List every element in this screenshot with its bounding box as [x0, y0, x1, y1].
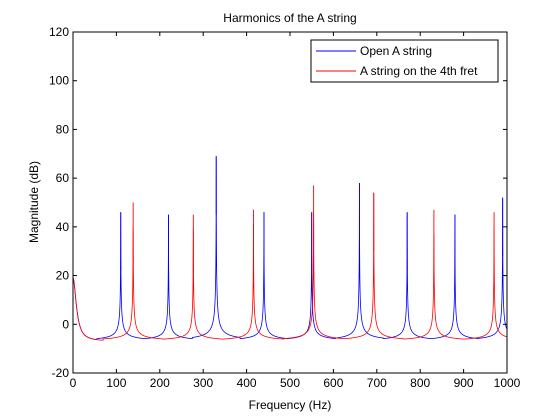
- y-tick-label: 60: [56, 171, 70, 185]
- x-tick-label: 1000: [494, 376, 521, 390]
- x-tick-label: 200: [150, 376, 170, 390]
- y-tick-label: -20: [52, 366, 70, 380]
- x-tick-label: 100: [106, 376, 126, 390]
- series-layer: [72, 156, 508, 341]
- legend: Open A string A string on the 4th fret: [310, 39, 499, 83]
- x-axis-label: Frequency (Hz): [249, 398, 332, 412]
- plot-area: [73, 32, 507, 373]
- y-tick-label: 20: [56, 269, 70, 283]
- y-tick-label: 80: [56, 122, 70, 136]
- y-tick-label: 40: [56, 220, 70, 234]
- y-tick-label: 0: [62, 317, 69, 331]
- series-line-1: [72, 192, 508, 341]
- chart-title: Harmonics of the A string: [223, 11, 356, 25]
- legend-label-4th-fret: A string on the 4th fret: [360, 64, 478, 78]
- x-tick-label: 400: [237, 376, 257, 390]
- x-tick-label: 700: [367, 376, 387, 390]
- x-tick-label: 0: [70, 376, 77, 390]
- legend-label-open-a: Open A string: [360, 44, 432, 58]
- x-tick-label: 300: [193, 376, 213, 390]
- x-tick-label: 500: [280, 376, 300, 390]
- x-tick-label: 800: [410, 376, 430, 390]
- y-tick-label: 100: [49, 74, 69, 88]
- x-tick-label: 600: [323, 376, 343, 390]
- ticks-layer: 0 100 200 300 400 500 600 700 800 900 1000-2002040…: [49, 25, 521, 390]
- y-axis-label: Magnitude (dB): [27, 161, 41, 243]
- y-tick-label: 120: [49, 25, 69, 39]
- x-tick-label: 900: [454, 376, 474, 390]
